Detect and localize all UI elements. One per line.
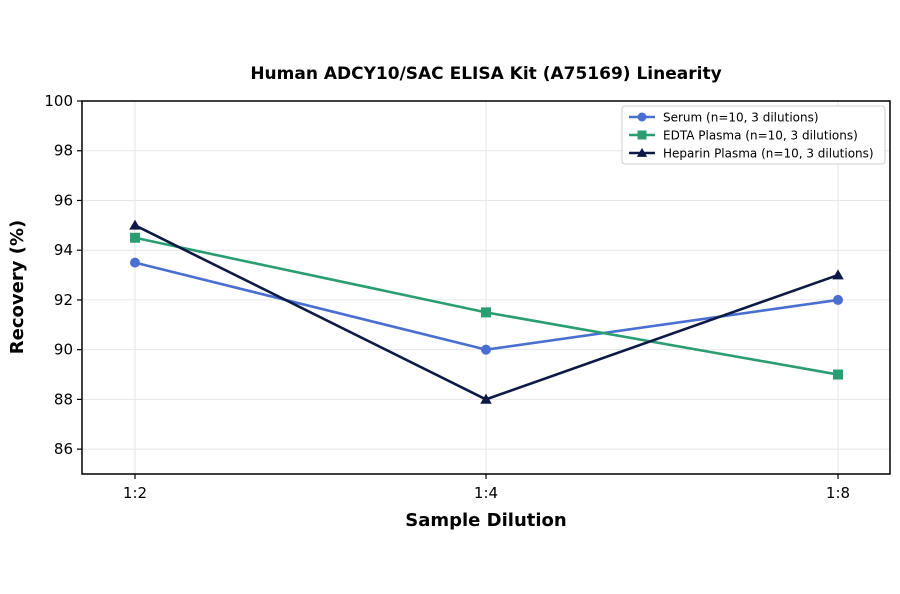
data-point (130, 232, 140, 243)
series-layer (129, 219, 844, 404)
data-point (833, 369, 843, 380)
data-point (833, 294, 843, 305)
legend-item: Serum (n=10, 3 dilutions) (629, 111, 819, 125)
legend-item: EDTA Plasma (n=10, 3 dilutions) (629, 129, 858, 143)
y-tick-label: 98 (54, 142, 73, 160)
y-tick-label: 92 (54, 291, 73, 309)
legend-marker (637, 112, 647, 122)
x-axis: 1:2 1:4 1:8 (123, 474, 850, 502)
y-tick-label: 94 (54, 241, 73, 259)
y-tick-label: 100 (44, 92, 73, 110)
y-tick-label: 88 (54, 390, 73, 408)
y-axis: 86 88 90 92 94 96 98 100 (44, 92, 82, 458)
series-3 (129, 219, 844, 404)
chart-title: Human ADCY10/SAC ELISA Kit (A75169) Line… (250, 64, 721, 84)
data-point (481, 307, 491, 318)
data-point (481, 344, 491, 355)
series-2 (130, 232, 843, 380)
legend-label: Heparin Plasma (n=10, 3 dilutions) (663, 147, 874, 161)
x-tick-label: 1:2 (123, 484, 147, 502)
x-tick-label: 1:4 (474, 484, 498, 502)
data-point (130, 257, 140, 268)
legend-label: Serum (n=10, 3 dilutions) (663, 111, 819, 125)
y-tick-label: 90 (54, 341, 73, 359)
data-point (832, 269, 844, 280)
legend-box (621, 105, 886, 165)
legend-label: EDTA Plasma (n=10, 3 dilutions) (663, 129, 858, 143)
legend-marker (636, 147, 648, 157)
y-tick-label: 86 (54, 440, 73, 458)
data-point (480, 393, 492, 404)
data-point (129, 219, 141, 230)
x-tick-label: 1:8 (826, 484, 850, 502)
legend-item: Heparin Plasma (n=10, 3 dilutions) (629, 147, 874, 161)
legend-marker (637, 130, 647, 140)
y-axis-label: Recovery (%) (7, 220, 28, 354)
legend: Serum (n=10, 3 dilutions) EDTA Plasma (n=… (621, 105, 886, 165)
y-tick-label: 96 (54, 191, 73, 209)
x-axis-label: Sample Dilution (405, 510, 566, 531)
